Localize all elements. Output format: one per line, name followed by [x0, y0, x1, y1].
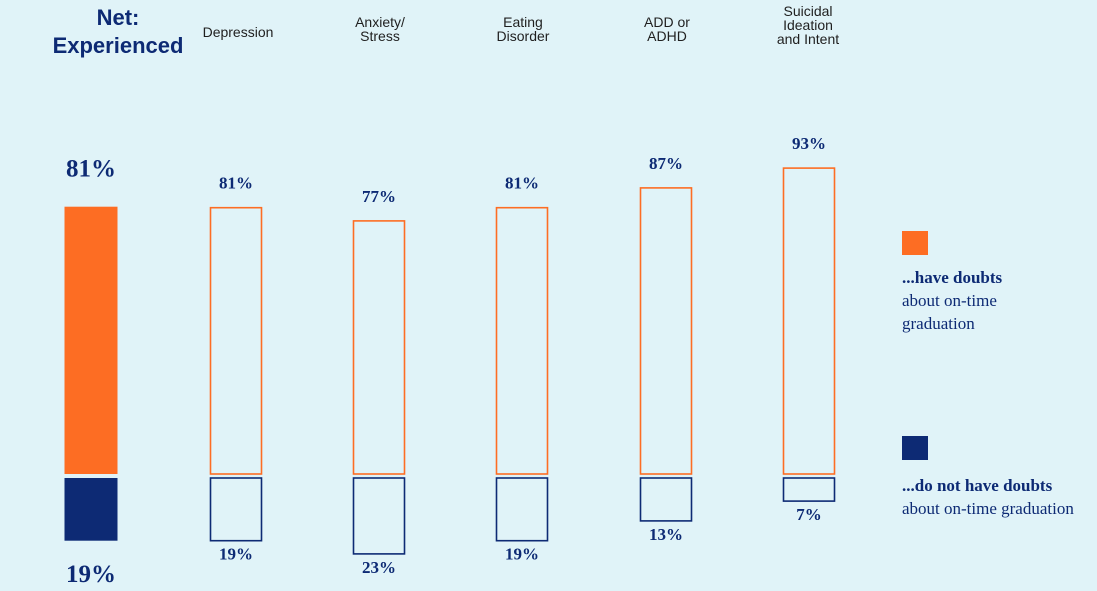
category-label-line: Disorder: [496, 28, 550, 44]
category-label-line: Ideation: [783, 17, 833, 33]
category-label-anxiety: Anxiety/ Stress: [325, 15, 435, 43]
legend-text-bold: ...do not have doubts: [902, 476, 1053, 495]
value-label-no-doubts: 19%: [505, 545, 539, 564]
bar-doubts: [352, 220, 406, 475]
value-label-no-doubts: 23%: [362, 558, 396, 577]
legend-swatch-doubts: [902, 231, 928, 255]
value-label-doubts: 81%: [219, 174, 253, 193]
legend-text-no-doubts: ...do not have doubts about on-time grad…: [902, 474, 1092, 520]
category-label-eating-disorder: Eating Disorder: [468, 15, 578, 43]
category-label-add-adhd: ADD or ADHD: [612, 15, 722, 43]
category-label-line: Net:: [96, 5, 140, 30]
value-label-doubts: 81%: [66, 156, 116, 183]
value-label-no-doubts: 7%: [796, 505, 822, 524]
bar-no-doubts: [64, 478, 118, 541]
category-label-line: Depression: [202, 24, 274, 40]
bar-doubts: [209, 206, 263, 475]
bar-doubts: [639, 187, 693, 475]
category-label-line: ADD or: [644, 14, 690, 30]
category-label-line: Anxiety/: [355, 14, 405, 30]
category-label-line: and Intent: [776, 31, 840, 47]
value-label-doubts: 77%: [362, 187, 396, 206]
value-label-no-doubts: 19%: [219, 545, 253, 564]
category-label-line: ADHD: [647, 28, 687, 44]
bar-no-doubts: [639, 477, 693, 522]
bar-no-doubts: [209, 477, 263, 542]
category-label-suicidal: Suicidal Ideation and Intent: [753, 4, 863, 46]
category-label-line: Experienced: [52, 33, 184, 58]
bar-doubts: [495, 206, 549, 475]
category-label-depression: Depression: [183, 25, 293, 39]
value-label-doubts: 93%: [792, 134, 826, 153]
bar-doubts: [782, 167, 836, 475]
category-label-net: Net: Experienced: [48, 4, 188, 60]
category-label-line: Stress: [360, 28, 400, 44]
value-label-doubts: 87%: [649, 154, 683, 173]
legend-text-rest: about on-time graduation: [902, 499, 1074, 518]
legend-text-rest: about on-time graduation: [902, 291, 997, 333]
bar-no-doubts: [495, 477, 549, 542]
value-label-doubts: 81%: [505, 174, 539, 193]
legend-swatch-no-doubts: [902, 436, 928, 460]
bar-no-doubts: [352, 477, 406, 555]
legend-text-doubts: ...have doubts about on-time graduation: [902, 266, 1097, 335]
bar-doubts: [64, 206, 118, 474]
value-label-no-doubts: 19%: [66, 561, 116, 588]
bar-no-doubts: [782, 477, 836, 502]
category-label-line: Eating: [503, 14, 543, 30]
legend-text-bold: ...have doubts: [902, 268, 1003, 287]
value-label-no-doubts: 13%: [649, 525, 683, 544]
category-label-line: Suicidal: [783, 3, 833, 19]
